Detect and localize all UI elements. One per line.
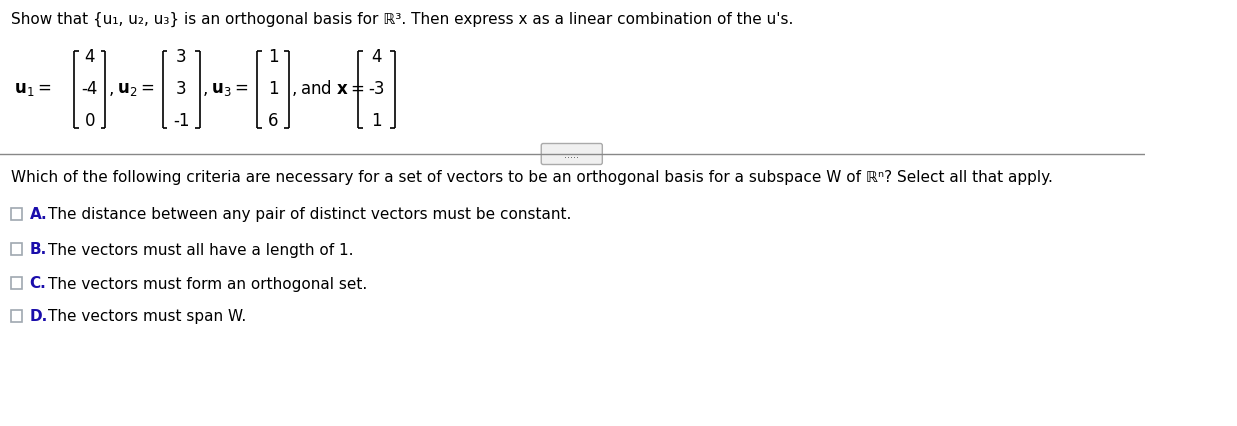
Text: 4: 4 xyxy=(371,48,382,66)
Bar xyxy=(11,208,22,221)
FancyBboxPatch shape xyxy=(542,144,602,165)
Bar xyxy=(11,243,22,256)
Text: The distance between any pair of distinct vectors must be constant.: The distance between any pair of distinc… xyxy=(48,207,571,222)
Text: ,: , xyxy=(292,80,297,98)
Text: and $\mathbf{x} =$: and $\mathbf{x} =$ xyxy=(299,80,365,98)
Text: ,: , xyxy=(203,80,208,98)
Text: -4: -4 xyxy=(82,80,98,98)
Text: .....: ..... xyxy=(564,150,579,160)
Text: A.: A. xyxy=(30,207,47,222)
Text: 0: 0 xyxy=(84,112,95,130)
Text: The vectors must span W.: The vectors must span W. xyxy=(48,309,246,324)
Text: 1: 1 xyxy=(267,48,278,66)
Text: 1: 1 xyxy=(371,112,382,130)
Text: The vectors must all have a length of 1.: The vectors must all have a length of 1. xyxy=(48,242,354,257)
Text: C.: C. xyxy=(30,276,46,291)
Text: The vectors must form an orthogonal set.: The vectors must form an orthogonal set. xyxy=(48,276,367,291)
Text: 3: 3 xyxy=(176,48,187,66)
Text: ,: , xyxy=(109,80,114,98)
Text: $\mathbf{u}_1 =$: $\mathbf{u}_1 =$ xyxy=(14,80,51,98)
Text: Which of the following criteria are necessary for a set of vectors to be an orth: Which of the following criteria are nece… xyxy=(11,170,1053,184)
Text: B.: B. xyxy=(30,242,47,257)
Text: $\mathbf{u}_3 =$: $\mathbf{u}_3 =$ xyxy=(212,80,249,98)
Text: 6: 6 xyxy=(267,112,278,130)
Bar xyxy=(11,277,22,289)
Bar xyxy=(11,310,22,322)
Text: -3: -3 xyxy=(369,80,385,98)
Text: 4: 4 xyxy=(84,48,95,66)
Text: 1: 1 xyxy=(267,80,278,98)
Text: -1: -1 xyxy=(173,112,189,130)
Text: $\mathbf{u}_2 =$: $\mathbf{u}_2 =$ xyxy=(116,80,153,98)
Text: 3: 3 xyxy=(176,80,187,98)
Text: D.: D. xyxy=(30,309,48,324)
Text: Show that {u₁, u₂, u₃} is an orthogonal basis for ℝ³. Then express x as a linear: Show that {u₁, u₂, u₃} is an orthogonal … xyxy=(11,12,793,27)
